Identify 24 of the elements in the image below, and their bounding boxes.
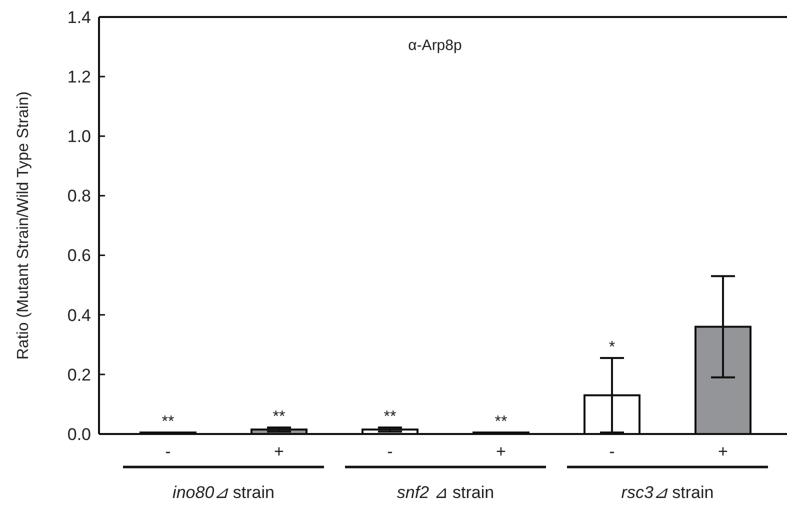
annotation: ** (162, 414, 174, 431)
x-tick-label: - (165, 442, 171, 461)
text: α-Arp8p (408, 37, 462, 54)
x-tick-label: - (609, 442, 615, 461)
y-tick-label: 0.2 (67, 365, 91, 384)
x-tick-label: + (496, 442, 506, 461)
annotation: * (608, 339, 616, 356)
y-tick-label: 0.4 (67, 306, 91, 325)
y-tick-label: 0.6 (67, 246, 91, 266)
y-tick-label: 0.8 (67, 186, 91, 206)
x-tick-label: + (274, 442, 284, 461)
text: snf2 ⊿ strain (396, 483, 494, 502)
text: ino80⊿ strain (172, 483, 274, 502)
y-tick-label: 1.0 (67, 127, 91, 146)
y-tick-label: 0.0 (67, 424, 91, 444)
x-tick-label: - (387, 442, 393, 461)
y-tick-label: 1.2 (67, 68, 91, 87)
annotation: ** (272, 408, 286, 426)
annotation: ** (384, 408, 396, 426)
y-tick-label: 1.4 (67, 8, 91, 27)
annotation: ** (494, 414, 508, 431)
x-tick-label: + (718, 442, 728, 461)
y-axis-title: Ratio (Mutant Strain/Wild Type Strain) (15, 91, 32, 360)
text: rsc3⊿ strain (621, 483, 714, 502)
